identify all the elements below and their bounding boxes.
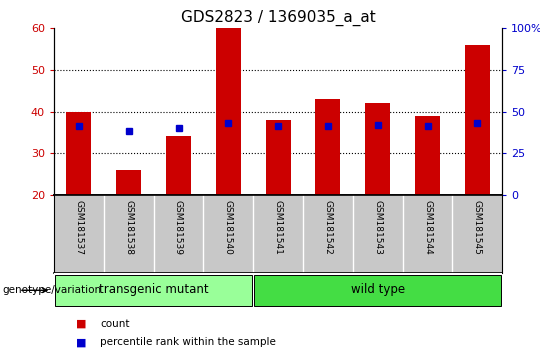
Text: GSM181539: GSM181539 <box>174 200 183 255</box>
Text: ■: ■ <box>76 337 86 348</box>
Text: genotype/variation: genotype/variation <box>3 285 102 295</box>
Text: GSM181541: GSM181541 <box>274 200 282 255</box>
Bar <box>365 103 390 195</box>
Bar <box>415 116 440 195</box>
Text: GSM181544: GSM181544 <box>423 200 432 255</box>
Bar <box>166 136 191 195</box>
Text: ■: ■ <box>76 319 86 329</box>
Bar <box>55 275 252 306</box>
Text: GSM181540: GSM181540 <box>224 200 233 255</box>
Text: count: count <box>100 319 130 329</box>
Text: GSM181542: GSM181542 <box>323 200 333 255</box>
Text: GSM181538: GSM181538 <box>124 200 133 255</box>
Text: transgenic mutant: transgenic mutant <box>99 283 208 296</box>
Text: percentile rank within the sample: percentile rank within the sample <box>100 337 276 348</box>
Bar <box>254 275 501 306</box>
Text: wild type: wild type <box>350 283 405 296</box>
Bar <box>116 170 141 195</box>
Text: GSM181545: GSM181545 <box>473 200 482 255</box>
Bar <box>315 99 340 195</box>
Text: GSM181543: GSM181543 <box>373 200 382 255</box>
Bar <box>465 45 490 195</box>
Bar <box>266 120 291 195</box>
Bar <box>216 28 241 195</box>
Bar <box>66 112 91 195</box>
Text: GSM181537: GSM181537 <box>75 200 83 255</box>
Title: GDS2823 / 1369035_a_at: GDS2823 / 1369035_a_at <box>181 9 375 25</box>
